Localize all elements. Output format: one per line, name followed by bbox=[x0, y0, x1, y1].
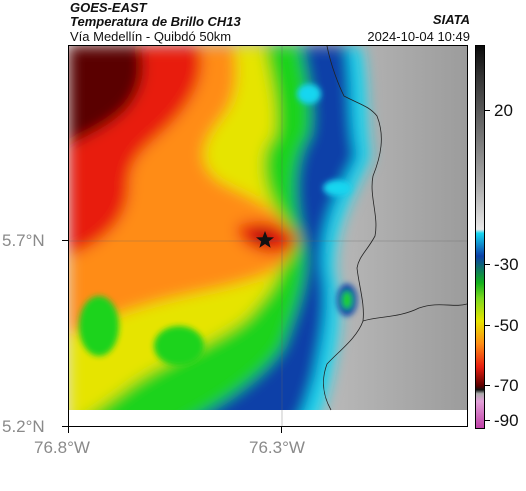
no-data-strip bbox=[69, 410, 467, 426]
department-border-east bbox=[362, 303, 467, 322]
product-title: Temperatura de Brillo CH13 bbox=[70, 14, 241, 29]
colorbar-label-m30: -30 bbox=[494, 255, 519, 274]
location-subtitle: Vía Medellín - Quibdó 50km bbox=[70, 29, 232, 44]
lat-tick-mark-2 bbox=[62, 426, 68, 427]
colorbar-label-m50: -50 bbox=[494, 316, 519, 335]
colorbar-label-m70: -70 bbox=[494, 376, 519, 395]
org-label: SIATA bbox=[432, 12, 470, 27]
agency-title: GOES-EAST bbox=[70, 0, 147, 15]
colorbar-tick-m30 bbox=[485, 264, 490, 265]
colorbar-label-20: 20 bbox=[494, 101, 513, 120]
lon-tick-label-2: 76.3°W bbox=[249, 438, 305, 457]
lat-tick-mark-1 bbox=[62, 240, 68, 241]
cloud-speckles bbox=[79, 84, 357, 366]
lat-tick-label-2: 5.2°N bbox=[2, 417, 45, 436]
department-border bbox=[323, 46, 382, 411]
lon-tick-mark-2 bbox=[281, 427, 282, 433]
brightness-temperature-field bbox=[69, 46, 467, 426]
cloud-layers bbox=[69, 46, 371, 426]
lon-tick-mark-1 bbox=[68, 427, 69, 433]
colorbar-tick-m70 bbox=[485, 385, 490, 386]
lon-tick-label-1: 76.8°W bbox=[34, 438, 90, 457]
colorbar-tick-m90 bbox=[485, 420, 490, 421]
lat-tick-label-1: 5.7°N bbox=[2, 231, 45, 250]
colorbar-tick-m50 bbox=[485, 325, 490, 326]
colorbar bbox=[475, 45, 485, 429]
star-marker bbox=[256, 231, 274, 248]
colorbar-label-m90: -90 bbox=[494, 411, 519, 430]
satellite-map[interactable] bbox=[68, 45, 468, 427]
timestamp-label: 2024-10-04 10:49 bbox=[367, 29, 470, 44]
colorbar-tick-20 bbox=[485, 110, 490, 111]
